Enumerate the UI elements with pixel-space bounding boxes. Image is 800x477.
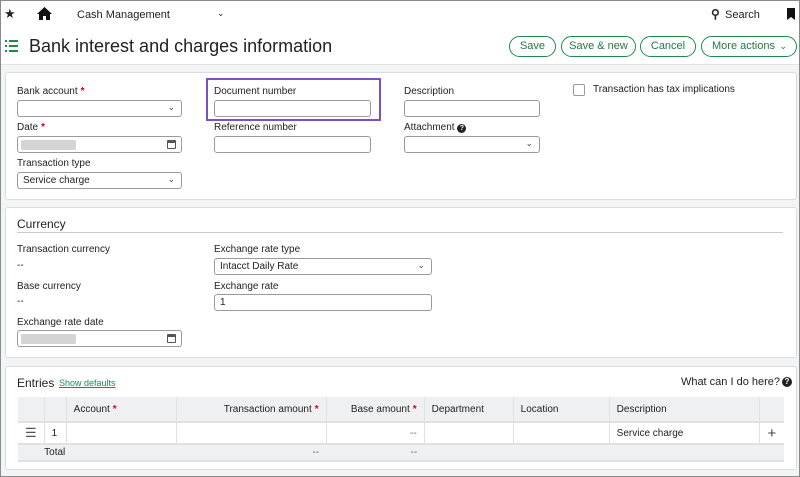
transaction-amount-cell[interactable]	[176, 422, 327, 444]
location-cell[interactable]	[513, 422, 610, 444]
tax-implications-label: Transaction has tax implications	[593, 84, 735, 95]
exchange-rate-input[interactable]: 1	[214, 294, 432, 311]
exchange-rate-type-label: Exchange rate type	[214, 244, 301, 255]
tax-implications-checkbox[interactable]	[573, 84, 585, 96]
calendar-icon[interactable]	[167, 334, 176, 343]
document-number-label: Document number	[214, 86, 297, 97]
total-transaction-amount: --	[176, 443, 327, 462]
chevron-down-icon: ⌄	[167, 102, 175, 112]
save-and-new-button[interactable]: Save & new	[561, 36, 636, 57]
base-currency-value: --	[17, 296, 24, 307]
attachment-select[interactable]: ⌄	[404, 136, 540, 153]
reference-number-label: Reference number	[214, 122, 297, 133]
document-number-input[interactable]	[214, 100, 371, 117]
exchange-rate-label: Exchange rate	[214, 281, 279, 292]
transaction-currency-value: --	[17, 260, 24, 271]
bank-account-label: Bank account *	[17, 86, 85, 97]
row-number: 1	[44, 422, 67, 444]
transaction-type-label: Transaction type	[17, 158, 91, 169]
calendar-icon[interactable]	[167, 140, 176, 149]
account-cell[interactable]	[66, 422, 177, 444]
base-amount-cell[interactable]: --	[326, 422, 425, 444]
highlight-box	[206, 78, 381, 121]
exchange-rate-date-label: Exchange rate date	[17, 317, 104, 328]
divider	[17, 232, 783, 233]
more-actions-label: More actions	[712, 40, 775, 52]
table-header: Account * Transaction amount * Base amount…	[18, 397, 784, 423]
chevron-down-icon: ⌄	[167, 174, 175, 184]
attachment-label: Attachment ?	[404, 122, 467, 133]
search-icon[interactable]: ⚲	[711, 7, 720, 21]
list-menu-icon[interactable]	[5, 40, 18, 52]
bank-account-select[interactable]: ⌄	[17, 100, 182, 117]
chevron-down-icon: ⌄	[525, 138, 533, 148]
description-label: Description	[404, 86, 455, 97]
more-actions-button[interactable]: More actions ⌄	[701, 36, 797, 57]
page-title: Bank interest and charges information	[29, 36, 333, 56]
col-transaction-amount: Transaction amount *	[176, 397, 327, 423]
total-label: Total	[44, 443, 177, 462]
date-label: Date *	[17, 122, 46, 133]
department-cell[interactable]	[424, 422, 514, 444]
top-nav-bar: ★ Cash Management ⌄ ⚲ Search	[0, 0, 800, 29]
help-icon[interactable]: ?	[782, 377, 792, 387]
col-account: Account *	[66, 397, 177, 423]
help-icon[interactable]: ?	[457, 124, 467, 133]
home-icon[interactable]	[37, 7, 52, 20]
col-location: Location	[513, 397, 610, 423]
entries-section: Entries Show defaults What can I do here…	[5, 366, 797, 470]
entries-table: Account * Transaction amount * Base amount…	[18, 397, 784, 462]
transaction-currency-label: Transaction currency	[17, 244, 110, 255]
description-cell[interactable]: Service charge	[609, 422, 760, 444]
reference-number-input[interactable]	[214, 136, 371, 153]
save-button[interactable]: Save	[509, 36, 556, 57]
chevron-down-icon: ⌄	[417, 260, 425, 270]
total-base-amount: --	[326, 443, 425, 462]
table-row: ☰ 1 -- Service charge +	[18, 422, 784, 444]
base-currency-label: Base currency	[17, 281, 81, 292]
transaction-type-select[interactable]: Service charge ⌄	[17, 172, 182, 189]
show-defaults-link[interactable]: Show defaults	[59, 378, 116, 388]
module-selector[interactable]: Cash Management	[77, 9, 170, 21]
add-row-icon[interactable]: +	[767, 424, 777, 442]
total-row: Total -- --	[18, 443, 784, 462]
date-input[interactable]	[17, 136, 182, 153]
col-description: Description	[609, 397, 760, 423]
exchange-rate-type-select[interactable]: Intacct Daily Rate ⌄	[214, 258, 432, 275]
search-link[interactable]: Search	[725, 9, 760, 21]
description-input[interactable]	[404, 100, 540, 117]
col-base-amount: Base amount *	[326, 397, 425, 423]
drag-handle-icon[interactable]: ☰	[18, 422, 45, 444]
chevron-down-icon: ⌄	[779, 41, 787, 51]
col-department: Department	[424, 397, 514, 423]
star-icon[interactable]: ★	[4, 6, 16, 21]
bookmark-icon[interactable]	[787, 8, 795, 20]
cancel-button[interactable]: Cancel	[640, 36, 696, 57]
help-link[interactable]: What can I do here?	[680, 376, 780, 388]
chevron-down-icon[interactable]: ⌄	[217, 8, 225, 18]
exchange-rate-date-input[interactable]	[17, 330, 182, 347]
currency-title: Currency	[17, 217, 66, 231]
entries-title: Entries	[17, 376, 55, 390]
